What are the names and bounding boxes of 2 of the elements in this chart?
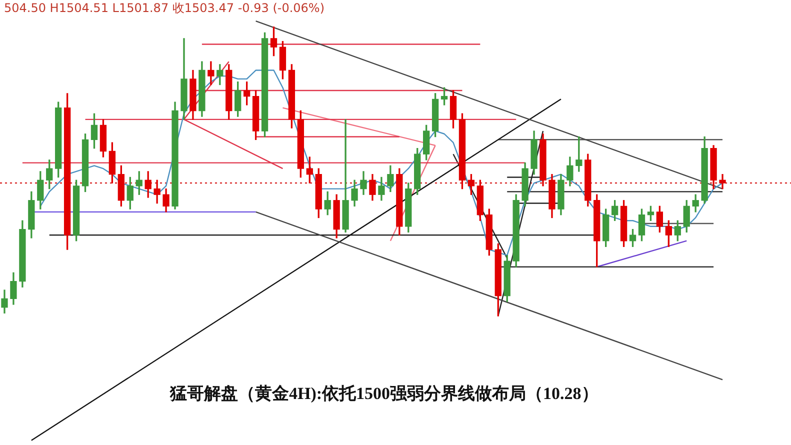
chart-subtitle: 504.50 H1504.51 L1501.87 收1503.47 -0.93 (-0.06%) — [4, 0, 325, 17]
text: 猛哥解盘（黄金4H):依托1500强弱分界线做布局（10.28） — [170, 383, 598, 405]
